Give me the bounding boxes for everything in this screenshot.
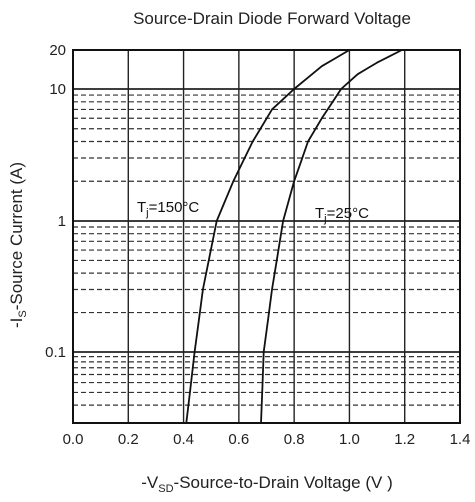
x-tick-label: 0.2 xyxy=(118,431,139,448)
y-tick-label: 1 xyxy=(58,213,66,230)
x-tick-label: 1.2 xyxy=(394,431,415,448)
y-tick-label: 0.1 xyxy=(45,344,66,361)
tick-labels: 0.0 0.2 0.4 0.6 0.8 1.0 1.2 1.4 0.1 1 10 20 xyxy=(45,42,470,448)
x-tick-label: 0.4 xyxy=(173,431,194,448)
x-tick-label: 0.6 xyxy=(228,431,249,448)
x-tick-label: 1.0 xyxy=(339,431,360,448)
chart-title: Source-Drain Diode Forward Voltage xyxy=(133,9,411,28)
y-tick-label: 20 xyxy=(49,42,66,59)
series-annotation: Tj=150°C xyxy=(137,199,199,219)
x-tick-label: 1.4 xyxy=(450,431,471,448)
y-tick-label: 10 xyxy=(49,81,66,98)
series-annotation: Tj=25°C xyxy=(315,205,369,225)
x-axis-label: -VSD-Source-to-Drain Voltage (V ) xyxy=(141,473,392,495)
series-line-tj-150c xyxy=(185,49,350,424)
x-tick-label: 0.0 xyxy=(63,431,84,448)
x-tick-label: 0.8 xyxy=(284,431,305,448)
plot-frame xyxy=(72,49,461,424)
y-axis-label: -IS-Source Current (A) xyxy=(7,162,29,328)
axis-labels: -VSD-Source-to-Drain Voltage (V ) -IS-Sou… xyxy=(7,162,393,495)
annotations: Tj=150°C Tj=25°C xyxy=(137,199,369,225)
series-layer xyxy=(185,49,403,424)
series-line-tj-25c xyxy=(260,49,403,424)
grid xyxy=(72,49,461,424)
